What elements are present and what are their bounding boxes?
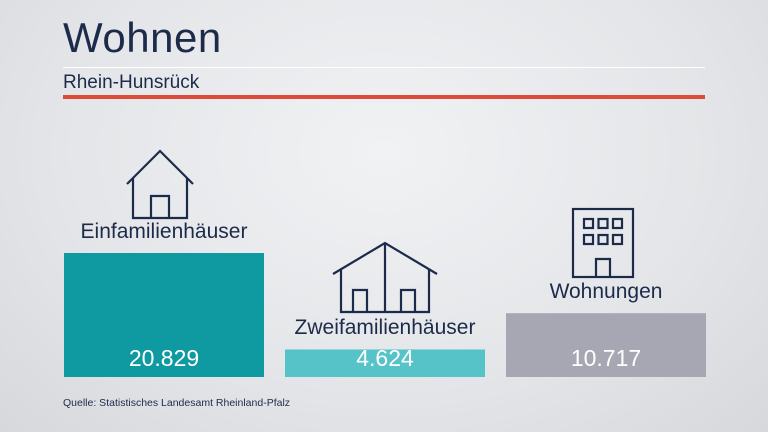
value-label: 10.717 xyxy=(570,345,642,371)
bar-wohnungen xyxy=(506,313,706,377)
bar-zweifamilienhäuser xyxy=(285,349,485,377)
value-label: 4.624 xyxy=(356,345,414,371)
apartment-building-icon xyxy=(571,207,635,279)
page-title: Wohnen xyxy=(63,14,222,61)
page-subtitle: Rhein-Hunsrück xyxy=(63,72,200,93)
title-divider xyxy=(63,67,705,68)
bar-einfamilienhäuser xyxy=(64,253,264,377)
source-note: Quelle: Statistisches Landesamt Rheinlan… xyxy=(63,397,291,409)
category-label: Zweifamilienhäuser xyxy=(294,316,476,340)
category-label: Wohnungen xyxy=(549,280,663,304)
category-label: Einfamilienhäuser xyxy=(80,220,248,243)
double-house-icon xyxy=(332,241,438,314)
house-icon xyxy=(126,149,194,220)
value-label: 20.829 xyxy=(128,345,200,371)
accent-divider xyxy=(63,95,705,99)
